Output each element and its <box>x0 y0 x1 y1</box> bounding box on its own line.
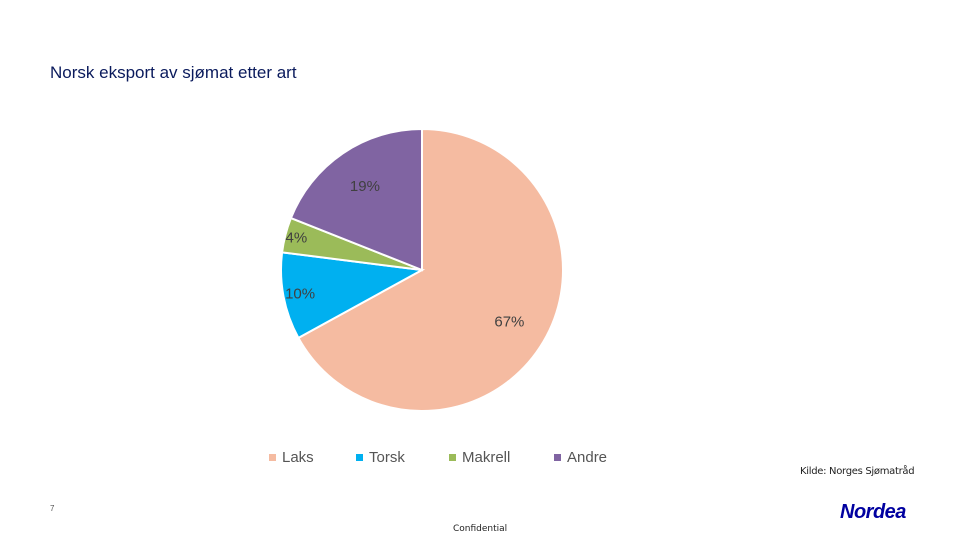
legend-label-torsk: Torsk <box>369 449 405 466</box>
legend-label-andre: Andre <box>567 449 608 466</box>
pie-slice-torsk <box>280 251 426 340</box>
source-note: Kilde: Norges Sjømatråd <box>800 466 915 477</box>
pie-label-torsk: 10% <box>285 285 315 302</box>
legend-item-laks: Laks <box>269 449 314 466</box>
pie-slices <box>280 127 564 412</box>
chart-title: Norsk eksport av sjømat etter art <box>50 63 297 82</box>
legend-item-andre: Andre <box>554 449 607 466</box>
pie-label-andre: 19% <box>350 178 380 195</box>
pie-slice-andre <box>289 127 423 272</box>
pie-label-laks: 67% <box>494 314 524 331</box>
svg-text:Nordea: Nordea <box>840 501 906 523</box>
legend-swatch-laks <box>269 454 276 461</box>
legend-label-laks: Laks <box>282 449 314 466</box>
legend-swatch-andre <box>554 454 561 461</box>
legend-item-makrell: Makrell <box>449 449 510 466</box>
legend-item-torsk: Torsk <box>356 449 405 466</box>
pie-labels: 67% 10% 4% 19% <box>285 178 524 331</box>
legend-label-makrell: Makrell <box>462 449 511 466</box>
legend-swatch-makrell <box>449 454 456 461</box>
pie-label-makrell: 4% <box>286 230 308 247</box>
chart-legend: Laks Torsk Makrell Andre <box>0 449 960 469</box>
pie-slice-laks <box>297 127 564 412</box>
legend-swatch-torsk <box>356 454 363 461</box>
confidential-label: Confidential <box>453 524 508 534</box>
page-number: 7 <box>50 504 55 513</box>
nordea-logo: Nordea <box>840 501 907 523</box>
